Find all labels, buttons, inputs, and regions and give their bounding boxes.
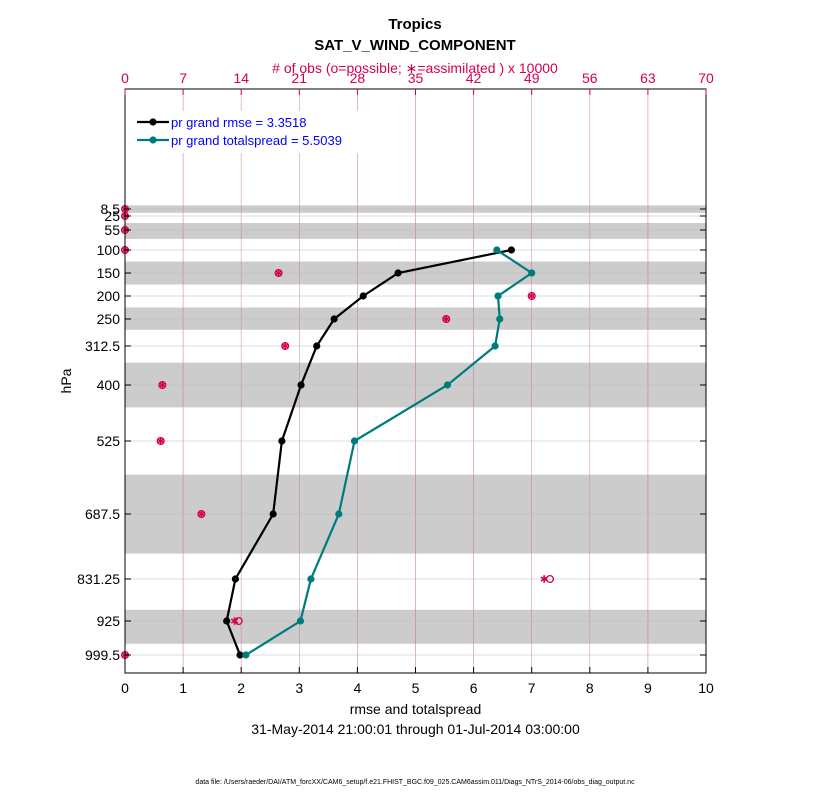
series-point-totalspread-8: [307, 575, 315, 583]
data-file-footnote: data file: /Users/raeder/DAI/ATM_forcXX/…: [195, 779, 635, 786]
series-point-rmse-8: [231, 575, 239, 583]
obs-assimilated-marker-6: [442, 315, 450, 323]
legend: pr grand rmse = 3.3518 pr grand totalspr…: [131, 111, 381, 153]
obs-assimilated-marker-10: [197, 510, 206, 518]
top-tick-label-4: 28: [350, 70, 366, 86]
y-tick-label-5: 200: [97, 288, 121, 304]
y-tick-label-1: 25: [104, 208, 120, 224]
top-tick-label-7: 49: [524, 70, 540, 86]
top-tick-label-9: 63: [640, 70, 656, 86]
series-point-totalspread-2: [494, 292, 502, 300]
top-tick-label-2: 14: [233, 70, 249, 86]
obs-assimilated-marker-12: [230, 617, 239, 625]
x-tick-label-8: 8: [586, 680, 594, 696]
series-point-rmse-0: [507, 246, 515, 254]
series-point-rmse-2: [359, 292, 367, 300]
x-tick-label-3: 3: [295, 680, 303, 696]
x-tick-label-2: 2: [237, 680, 245, 696]
obs-possible-marker-11: [545, 574, 555, 584]
y-tick-label-2: 55: [104, 222, 120, 238]
y-tick-label-9: 525: [97, 433, 121, 449]
x-tick-label-10: 10: [698, 680, 714, 696]
x-tick-label-1: 1: [179, 680, 187, 696]
obs-assimilated-marker-5: [528, 292, 536, 300]
series-point-rmse-9: [223, 617, 231, 625]
top-tick-label-0: 0: [121, 70, 129, 86]
chart-title: Tropics: [388, 16, 441, 33]
top-tick-label-1: 7: [179, 70, 187, 86]
y-tick-label-0: 8.5: [101, 201, 121, 217]
y-tick-label-4: 150: [97, 265, 121, 281]
series-point-rmse-10: [236, 651, 244, 659]
x-axis-label: rmse and totalspread: [350, 701, 482, 717]
y-tick-label-10: 687.5: [85, 506, 120, 522]
obs-assimilated-marker-7: [281, 342, 289, 350]
series-point-totalspread-9: [296, 617, 305, 625]
x-tick-label-7: 7: [528, 680, 536, 696]
series-point-totalspread-5: [443, 381, 452, 389]
legend-entry-totalspread: pr grand totalspread = 5.5039: [171, 133, 342, 148]
x-tick-label-9: 9: [644, 680, 652, 696]
top-tick-label-6: 42: [466, 70, 482, 86]
axis-ticks: 0 1 2 3 4 5 6 7 8 9 100 7 14 21 28 35 42 49 56 63 708.525551…: [77, 70, 714, 696]
top-tick-label-8: 56: [582, 70, 598, 86]
series-point-totalspread-0: [493, 246, 501, 254]
obs-assimilated-marker-11: [540, 575, 548, 583]
date-range: 31-May-2014 21:00:01 through 01-Jul-2014…: [251, 721, 580, 737]
series-lines: [223, 246, 536, 659]
legend-marker-rmse: [149, 118, 157, 126]
chart-subtitle: SAT_V_WIND_COMPONENT: [314, 37, 515, 54]
y-tick-label-7: 312.5: [85, 338, 120, 354]
top-tick-label-5: 35: [408, 70, 424, 86]
series-point-totalspread-1: [528, 269, 536, 277]
series-point-totalspread-3: [496, 315, 504, 323]
legend-box: [131, 111, 381, 153]
top-axis-label: # of obs (o=possible; ∗=assimilated ) x …: [272, 60, 558, 76]
series-point-totalspread-6: [350, 437, 359, 445]
y-tick-label-11: 831.25: [77, 571, 120, 587]
series-point-rmse-7: [269, 510, 277, 518]
x-tick-label-4: 4: [354, 680, 362, 696]
series-point-rmse-5: [297, 381, 305, 389]
obs-markers: [120, 204, 555, 660]
series-point-totalspread-7: [335, 510, 343, 518]
top-tick-label-10: 70: [698, 70, 714, 86]
series-point-rmse-1: [394, 269, 402, 277]
x-tick-label-0: 0: [121, 680, 129, 696]
y-tick-label-3: 100: [97, 242, 121, 258]
series-point-rmse-4: [313, 342, 321, 350]
y-tick-label-6: 250: [97, 311, 121, 327]
series-point-totalspread-10: [242, 651, 250, 659]
x-tick-label-5: 5: [412, 680, 420, 696]
legend-entry-rmse: pr grand rmse = 3.3518: [171, 115, 307, 130]
obs-assimilated-marker-4: [274, 269, 283, 277]
grid-lines: [125, 89, 706, 673]
y-tick-label-12: 925: [97, 613, 121, 629]
top-tick-label-3: 21: [292, 70, 308, 86]
legend-marker-totalspread: [149, 136, 157, 144]
y-axis-label: hPa: [58, 368, 74, 393]
series-point-rmse-3: [330, 315, 338, 323]
x-tick-label-6: 6: [470, 680, 478, 696]
y-tick-label-8: 400: [97, 377, 121, 393]
obs-assimilated-marker-9: [156, 437, 165, 445]
series-point-rmse-6: [278, 437, 286, 445]
obs-assimilated-marker-8: [158, 381, 167, 389]
series-point-totalspread-4: [491, 342, 499, 350]
y-tick-label-13: 999.5: [85, 647, 120, 663]
